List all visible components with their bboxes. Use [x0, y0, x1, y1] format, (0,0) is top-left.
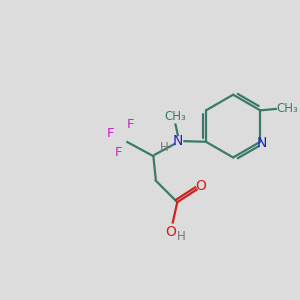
Text: N: N	[173, 134, 183, 148]
Text: F: F	[127, 118, 134, 130]
Text: O: O	[196, 179, 207, 193]
Text: F: F	[115, 146, 122, 159]
Text: N: N	[256, 136, 267, 150]
Text: F: F	[107, 127, 114, 140]
Text: CH₃: CH₃	[165, 110, 186, 123]
Text: O: O	[165, 225, 176, 239]
Text: H: H	[159, 141, 168, 154]
Text: H: H	[177, 230, 185, 243]
Text: CH₃: CH₃	[276, 102, 298, 115]
